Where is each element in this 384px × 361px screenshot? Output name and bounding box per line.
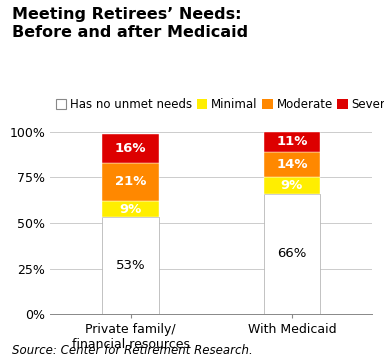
Bar — [102, 134, 159, 163]
Bar — [263, 194, 320, 314]
Text: 53%: 53% — [116, 259, 146, 272]
Text: 66%: 66% — [277, 247, 306, 260]
Bar — [263, 177, 320, 194]
Text: 14%: 14% — [276, 158, 308, 171]
Bar — [263, 152, 320, 177]
Bar — [102, 217, 159, 314]
Text: Source: Center for Retirement Research.: Source: Center for Retirement Research. — [12, 344, 252, 357]
Text: 9%: 9% — [119, 203, 142, 216]
Text: 16%: 16% — [115, 142, 146, 155]
Bar — [102, 201, 159, 217]
Text: 9%: 9% — [281, 179, 303, 192]
Text: Meeting Retirees’ Needs:
Before and after Medicaid: Meeting Retirees’ Needs: Before and afte… — [12, 7, 248, 40]
Text: 21%: 21% — [115, 175, 146, 188]
Text: 11%: 11% — [276, 135, 308, 148]
Legend: Has no unmet needs, Minimal, Moderate, Severe: Has no unmet needs, Minimal, Moderate, S… — [56, 98, 384, 111]
Bar — [102, 163, 159, 201]
Bar — [263, 132, 320, 152]
